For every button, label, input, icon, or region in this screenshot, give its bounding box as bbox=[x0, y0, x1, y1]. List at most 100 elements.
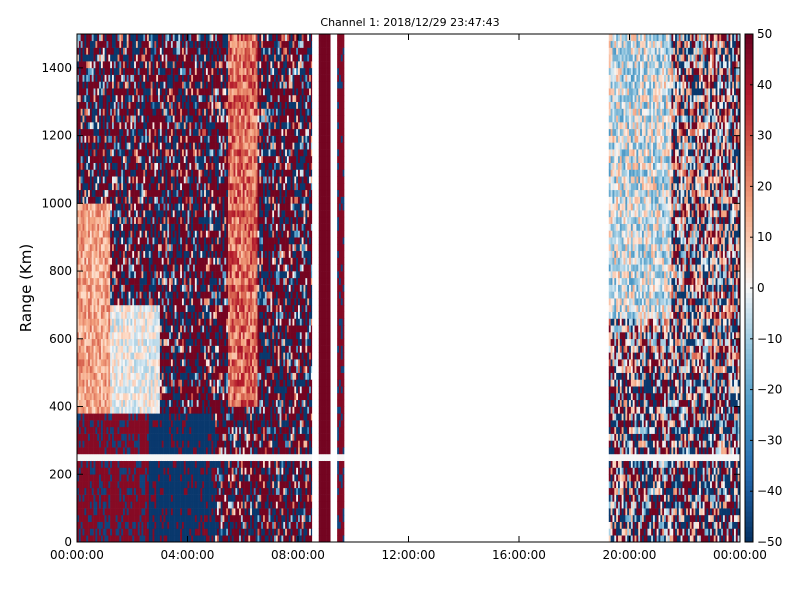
heatmap-cell bbox=[89, 420, 93, 428]
heatmap-cell bbox=[77, 169, 80, 177]
heatmap-cell bbox=[97, 501, 100, 509]
heatmap-cell bbox=[145, 108, 148, 116]
heatmap-cell bbox=[88, 81, 91, 89]
heatmap-cell bbox=[130, 176, 133, 184]
heatmap-cell bbox=[78, 508, 81, 516]
heatmap-cell bbox=[172, 494, 175, 502]
heatmap-cell bbox=[89, 237, 93, 245]
heatmap-cell bbox=[78, 372, 81, 380]
heatmap-cell bbox=[148, 365, 151, 373]
heatmap-cell bbox=[148, 108, 151, 116]
heatmap-cell bbox=[145, 352, 148, 360]
heatmap-cell bbox=[174, 74, 177, 82]
heatmap-cell bbox=[181, 426, 185, 434]
heatmap-cell bbox=[78, 447, 81, 455]
heatmap-cell bbox=[145, 271, 148, 279]
heatmap-cell bbox=[145, 535, 148, 543]
heatmap-cell bbox=[88, 61, 91, 69]
heatmap-cell bbox=[111, 440, 115, 448]
heatmap-cell bbox=[165, 338, 168, 346]
heatmap-cell bbox=[181, 535, 185, 543]
heatmap-cell bbox=[108, 277, 111, 285]
heatmap-cell bbox=[77, 447, 80, 455]
heatmap-cell bbox=[183, 271, 186, 279]
heatmap-cell bbox=[113, 365, 116, 373]
heatmap-cell bbox=[152, 135, 155, 143]
heatmap-cell bbox=[159, 528, 163, 536]
heatmap-cell bbox=[99, 277, 102, 285]
heatmap-cell bbox=[174, 440, 177, 448]
heatmap-cell bbox=[139, 155, 142, 163]
heatmap-cell bbox=[84, 447, 87, 455]
heatmap-cell bbox=[165, 40, 168, 48]
heatmap-cell bbox=[119, 81, 122, 89]
heatmap-cell bbox=[91, 183, 94, 191]
heatmap-cell bbox=[194, 162, 198, 170]
heatmap-cell bbox=[126, 392, 129, 401]
heatmap-cell bbox=[77, 406, 80, 414]
heatmap-cell bbox=[152, 203, 155, 211]
heatmap-cell bbox=[183, 392, 186, 401]
heatmap-cell bbox=[84, 183, 87, 191]
heatmap-cell bbox=[88, 101, 91, 109]
heatmap-cell bbox=[137, 155, 140, 163]
heatmap-cell bbox=[170, 230, 174, 238]
heatmap-cell bbox=[111, 203, 115, 211]
heatmap-cell bbox=[123, 47, 126, 55]
heatmap-cell bbox=[121, 47, 124, 55]
heatmap-cell bbox=[124, 88, 128, 96]
heatmap-cell bbox=[194, 453, 198, 462]
heatmap-cell bbox=[106, 61, 109, 69]
heatmap-cell bbox=[170, 115, 174, 123]
heatmap-cell bbox=[137, 514, 140, 522]
heatmap-cell bbox=[161, 474, 164, 482]
heatmap-cell bbox=[148, 406, 151, 414]
heatmap-cell bbox=[135, 128, 139, 136]
heatmap-cell bbox=[137, 453, 140, 462]
heatmap-cell bbox=[93, 345, 96, 353]
heatmap-cell bbox=[172, 115, 175, 123]
heatmap-cell bbox=[145, 149, 148, 157]
heatmap-cell bbox=[159, 81, 163, 89]
heatmap-cell bbox=[174, 284, 177, 292]
heatmap-cell bbox=[174, 94, 177, 103]
heatmap-cell bbox=[172, 420, 175, 428]
heatmap-cell bbox=[130, 481, 133, 489]
heatmap-cell bbox=[106, 487, 109, 495]
heatmap-cell bbox=[108, 230, 111, 238]
heatmap-cell bbox=[89, 481, 93, 489]
heatmap-cell bbox=[124, 94, 128, 103]
heatmap-cell bbox=[117, 352, 120, 360]
heatmap-cell bbox=[126, 359, 129, 367]
heatmap-cell bbox=[123, 447, 126, 455]
heatmap-cell bbox=[134, 257, 137, 265]
heatmap-cell bbox=[78, 338, 81, 346]
heatmap-cell bbox=[132, 501, 135, 509]
heatmap-cell bbox=[104, 332, 107, 340]
heatmap-cell bbox=[95, 47, 98, 55]
heatmap-cell bbox=[130, 34, 133, 42]
heatmap-cell bbox=[126, 88, 129, 96]
heatmap-cell bbox=[132, 61, 135, 69]
heatmap-cell bbox=[110, 501, 113, 509]
heatmap-cell bbox=[152, 169, 155, 177]
heatmap-cell bbox=[89, 108, 93, 116]
heatmap-cell bbox=[115, 264, 118, 272]
heatmap-cell bbox=[123, 487, 126, 495]
heatmap-cell bbox=[124, 108, 128, 116]
heatmap-cell bbox=[100, 345, 104, 353]
heatmap-cell bbox=[158, 359, 161, 367]
heatmap-cell bbox=[141, 332, 144, 340]
heatmap-cell bbox=[165, 67, 168, 75]
heatmap-cell bbox=[194, 183, 198, 191]
heatmap-cell bbox=[82, 216, 85, 224]
heatmap-cell bbox=[93, 413, 96, 421]
heatmap-cell bbox=[102, 392, 105, 401]
heatmap-cell bbox=[181, 94, 185, 103]
heatmap-cell bbox=[198, 318, 201, 326]
heatmap-cell bbox=[121, 223, 124, 231]
heatmap-cell bbox=[156, 467, 159, 475]
heatmap-cell bbox=[128, 426, 131, 434]
heatmap-cell bbox=[82, 481, 85, 489]
heatmap-cell bbox=[132, 413, 135, 421]
